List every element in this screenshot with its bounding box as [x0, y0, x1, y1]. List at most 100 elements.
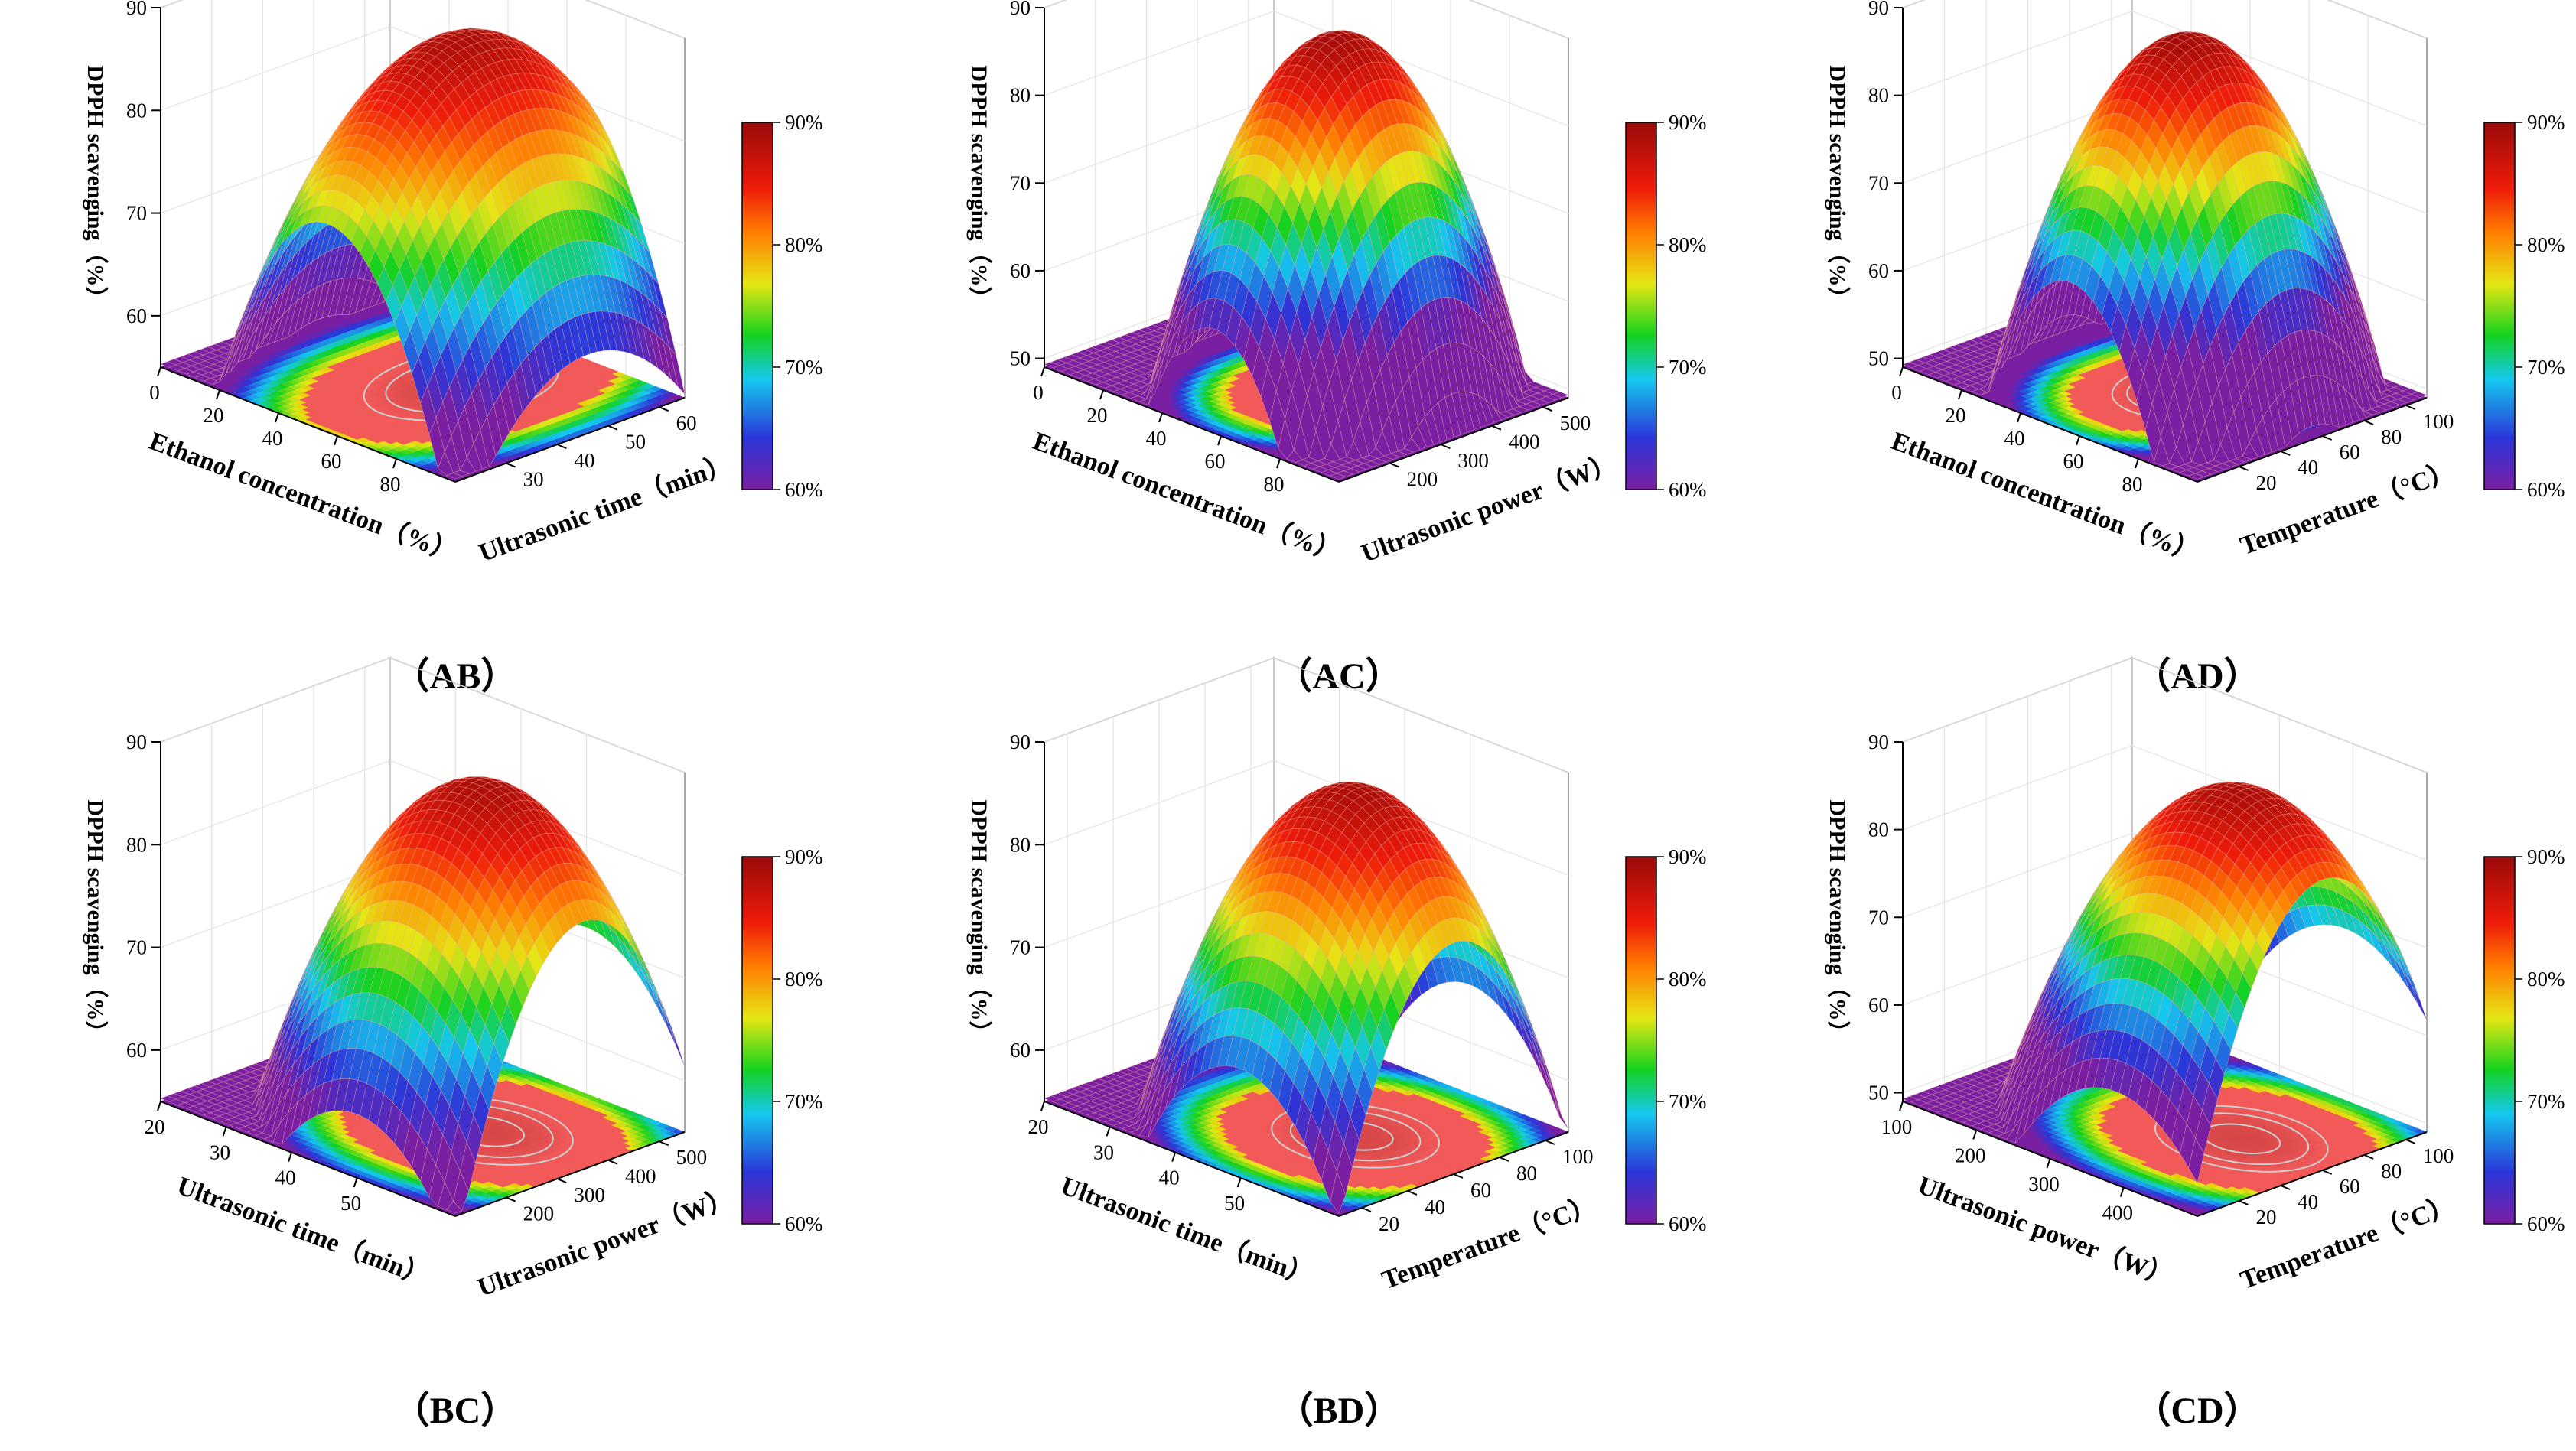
z-tick-label: 60 — [1868, 259, 1889, 282]
colorbar-gradient — [2484, 122, 2515, 490]
y-tick-label: 60 — [2340, 1175, 2360, 1198]
colorbar-tick-label: 80% — [785, 233, 823, 256]
panel-title: （AD） — [2134, 656, 2260, 697]
x-tick-label: 20 — [204, 404, 224, 427]
z-tick-label: 70 — [1868, 906, 1889, 929]
z-tick-label: 80 — [1010, 84, 1031, 107]
z-axis-label: DPPH scavenging（%） — [83, 65, 109, 309]
response-surface — [1044, 31, 1568, 480]
z-tick-label: 90 — [1010, 0, 1031, 19]
y-tick-label: 40 — [1425, 1196, 1445, 1218]
x-tick-label: 60 — [2063, 450, 2084, 473]
y-tick-label: 200 — [1407, 468, 1438, 491]
z-axis-label: DPPH scavenging（%） — [1825, 65, 1851, 309]
z-axis-label: DPPH scavenging（%） — [83, 799, 109, 1043]
colorbar-tick-label: 70% — [1669, 1090, 1707, 1113]
panel-title: （BD） — [1277, 1391, 1402, 1431]
colorbar-tick-label: 90% — [785, 845, 823, 868]
z-tick-label: 90 — [126, 0, 147, 19]
y-tick-label: 300 — [574, 1183, 605, 1206]
colorbar-tick-label: 70% — [2527, 356, 2565, 379]
panel-title: （CD） — [2134, 1391, 2260, 1431]
y-tick-label: 300 — [1457, 449, 1489, 472]
colorbar-tick-label: 90% — [2527, 111, 2565, 134]
x-tick-label: 100 — [1881, 1115, 1913, 1138]
y-tick-label: 20 — [1379, 1212, 1399, 1235]
colorbar-tick-label: 60% — [1669, 478, 1707, 501]
response-surface — [1903, 31, 2427, 479]
colorbar-gradient — [742, 857, 773, 1224]
z-tick-label: 80 — [1010, 833, 1031, 856]
colorbar: 60% 70% 80% 90% — [1626, 111, 1707, 501]
z-tick-label: 60 — [126, 304, 147, 327]
x-tick-label: 50 — [1224, 1192, 1245, 1215]
z-tick-label: 90 — [1010, 730, 1031, 753]
z-tick-label: 90 — [1868, 730, 1889, 753]
y-tick-label: 60 — [1470, 1179, 1491, 1202]
colorbar: 60%70%80%90% — [742, 111, 823, 501]
z-tick-label: 50 — [1868, 1082, 1889, 1105]
colorbar-tick-label: 70% — [785, 1090, 823, 1113]
z-tick-label: 80 — [126, 99, 147, 122]
colorbar-tick-label: 80% — [1669, 233, 1707, 256]
x-tick-label: 300 — [2028, 1173, 2060, 1196]
y-tick-label: 40 — [574, 449, 594, 472]
colorbar-tick-label: 80% — [2527, 233, 2565, 256]
colorbar: 60% 70% 80% 90% — [742, 845, 823, 1235]
x-tick-label: 40 — [275, 1166, 296, 1189]
panel-title: （BC） — [393, 1391, 518, 1431]
x-tick-label: 20 — [1028, 1115, 1049, 1138]
z-axis-label: DPPH scavenging（%） — [966, 65, 992, 309]
colorbar-tick-label: 60% — [785, 1212, 823, 1235]
colorbar-tick-label: 80% — [2527, 968, 2565, 991]
colorbar-tick-label: 90% — [785, 111, 823, 134]
colorbar-tick-label: 60% — [2527, 478, 2565, 501]
y-tick-label: 50 — [625, 431, 646, 454]
colorbar-tick-label: 80% — [785, 968, 823, 991]
z-tick-label: 60 — [1010, 259, 1031, 282]
x-tick-label: 40 — [1146, 427, 1167, 450]
x-tick-label: 40 — [262, 427, 283, 450]
colorbar-tick-label: 60% — [1669, 1212, 1707, 1235]
y-axis-label: Temperature（°C） — [1378, 1189, 1601, 1295]
y-tick-label: 40 — [2298, 1190, 2318, 1213]
x-tick-label: 0 — [149, 381, 160, 404]
colorbar: 60% 70% 80% 90% — [1626, 845, 1707, 1235]
x-tick-label: 80 — [2122, 473, 2143, 496]
z-tick-label: 80 — [126, 833, 147, 856]
z-tick-label: 80 — [1868, 818, 1889, 841]
colorbar: 60% 70% 80% 90% — [2484, 111, 2565, 501]
x-tick-label: 200 — [1955, 1144, 1986, 1167]
z-tick-label: 70 — [126, 202, 147, 225]
z-tick-label: 80 — [1868, 84, 1889, 107]
colorbar-tick-label: 90% — [1669, 111, 1707, 134]
z-tick-label: 90 — [126, 730, 147, 753]
x-tick-label: 30 — [210, 1140, 230, 1163]
colorbar-tick-label: 90% — [1669, 845, 1707, 868]
colorbar-tick-label: 70% — [2527, 1090, 2565, 1113]
colorbar-gradient — [2484, 857, 2515, 1224]
x-tick-label: 50 — [340, 1192, 361, 1215]
y-tick-label: 100 — [2423, 1144, 2454, 1167]
y-tick-label: 60 — [2340, 441, 2360, 464]
colorbar-tick-label: 90% — [2527, 845, 2565, 868]
z-tick-label: 70 — [1010, 171, 1031, 194]
y-tick-label: 400 — [625, 1165, 656, 1188]
x-tick-label: 400 — [2102, 1202, 2134, 1225]
colorbar-tick-label: 80% — [1669, 968, 1707, 991]
z-tick-label: 70 — [126, 936, 147, 959]
z-tick-label: 70 — [1010, 936, 1031, 959]
y-tick-label: 60 — [676, 412, 697, 434]
colorbar-tick-label: 70% — [1669, 356, 1707, 379]
y-tick-label: 500 — [1560, 412, 1591, 434]
z-tick-label: 50 — [1010, 347, 1031, 370]
y-tick-label: 500 — [676, 1146, 708, 1169]
y-tick-label: 30 — [523, 468, 544, 491]
y-tick-label: 200 — [523, 1202, 555, 1225]
z-tick-label: 70 — [1868, 171, 1889, 194]
colorbar-tick-label: 70% — [785, 356, 823, 379]
y-tick-label: 80 — [2381, 1160, 2402, 1183]
